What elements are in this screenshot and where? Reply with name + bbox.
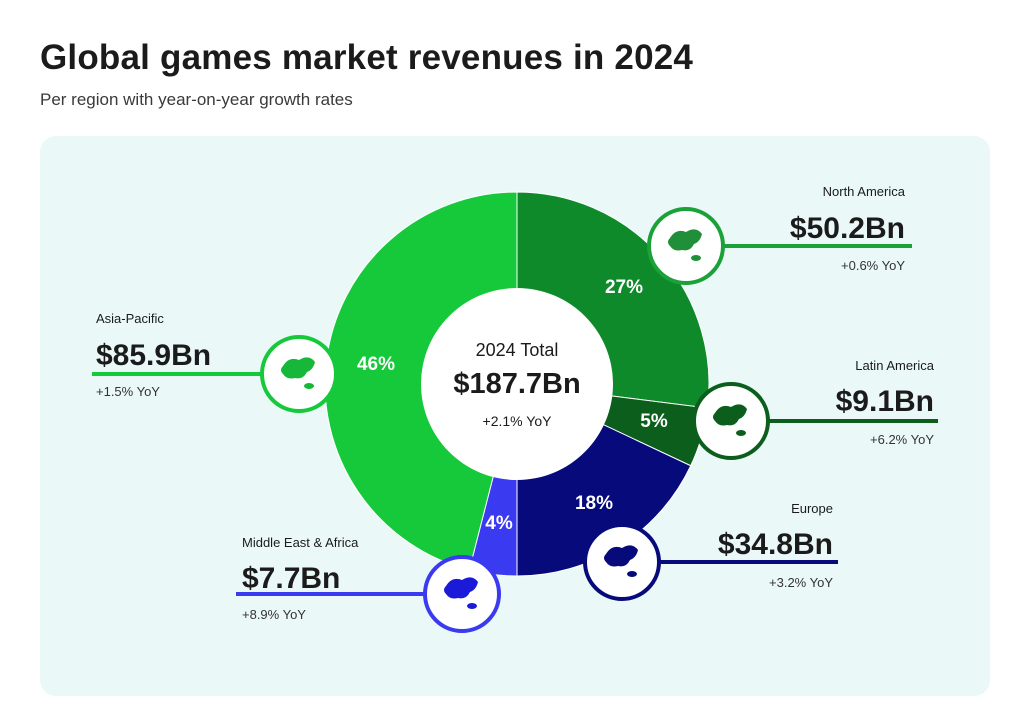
- latin-america-map-icon: [713, 404, 747, 436]
- center-growth: +2.1% YoY: [483, 413, 553, 429]
- africa-map-icon: [444, 577, 478, 609]
- callout-north-america: North America $50.2Bn +0.6% YoY: [647, 184, 912, 285]
- region-name: North America: [823, 184, 906, 199]
- slice-percent-labels: 27% 5% 18% 4% 46%: [357, 277, 668, 534]
- north-america-map-icon: [668, 229, 702, 261]
- callout-middle-east-africa: Middle East & Africa $7.7Bn +8.9% YoY: [236, 535, 501, 633]
- region-callouts: North America $50.2Bn +0.6% YoY Latin Ameri…: [92, 184, 938, 633]
- callout-asia-pacific: Asia-Pacific $85.9Bn +1.5% YoY: [92, 311, 338, 413]
- region-revenue: $34.8Bn: [718, 528, 833, 561]
- center-total-value: $187.7Bn: [453, 368, 580, 400]
- region-growth: +6.2% YoY: [870, 432, 934, 447]
- region-growth: +3.2% YoY: [769, 575, 833, 590]
- region-name: Latin America: [855, 358, 935, 373]
- slice-percent-label: 5%: [640, 411, 668, 432]
- region-name: Middle East & Africa: [242, 535, 359, 550]
- region-growth: +1.5% YoY: [96, 384, 160, 399]
- region-growth: +0.6% YoY: [841, 258, 905, 273]
- slice-percent-label: 27%: [605, 277, 643, 298]
- region-growth: +8.9% YoY: [242, 607, 306, 622]
- region-revenue: $85.9Bn: [96, 339, 211, 372]
- asia-pacific-map-icon: [281, 357, 315, 389]
- region-revenue: $50.2Bn: [790, 212, 905, 245]
- center-label: 2024 Total: [476, 340, 559, 360]
- callout-latin-america: Latin America $9.1Bn +6.2% YoY: [692, 358, 938, 460]
- slice-percent-label: 4%: [485, 513, 513, 534]
- region-revenue: $9.1Bn: [836, 385, 934, 418]
- center-circle: [421, 288, 613, 480]
- chart-title: Global games market revenues in 2024: [40, 38, 694, 77]
- chart-subtitle: Per region with year-on-year growth rate…: [40, 90, 353, 109]
- region-name: Europe: [791, 501, 833, 516]
- region-name: Asia-Pacific: [96, 311, 164, 326]
- region-revenue: $7.7Bn: [242, 562, 340, 595]
- europe-map-icon: [604, 545, 638, 577]
- slice-percent-label: 46%: [357, 354, 395, 375]
- slice-percent-label: 18%: [575, 493, 613, 514]
- callout-europe: Europe $34.8Bn +3.2% YoY: [583, 501, 838, 601]
